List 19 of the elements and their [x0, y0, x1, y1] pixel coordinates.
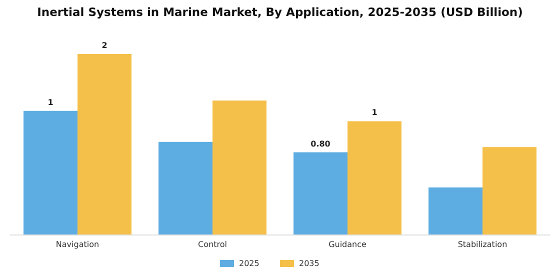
bar: [482, 147, 536, 235]
bar: [78, 54, 132, 235]
x-tick-label: Navigation: [56, 240, 100, 249]
bar: [428, 187, 482, 235]
bar: [294, 152, 348, 235]
x-tick-label: Guidance: [328, 240, 367, 249]
data-label: 2: [102, 41, 108, 50]
bar: [212, 100, 266, 235]
chart-title: Inertial Systems in Marine Market, By Application, 2025-2035 (USD Billion): [37, 5, 523, 19]
x-tick-label: Stabilization: [458, 240, 508, 249]
data-label: 1: [372, 108, 378, 118]
x-tick-label: Control: [198, 240, 227, 249]
data-label: 0.80: [310, 139, 331, 148]
legend-label: 2025: [239, 259, 260, 268]
bar: [348, 121, 402, 235]
data-label: 1: [48, 98, 54, 107]
legend-label: 2035: [299, 259, 320, 268]
bar: [24, 110, 78, 235]
bar: [158, 142, 212, 235]
